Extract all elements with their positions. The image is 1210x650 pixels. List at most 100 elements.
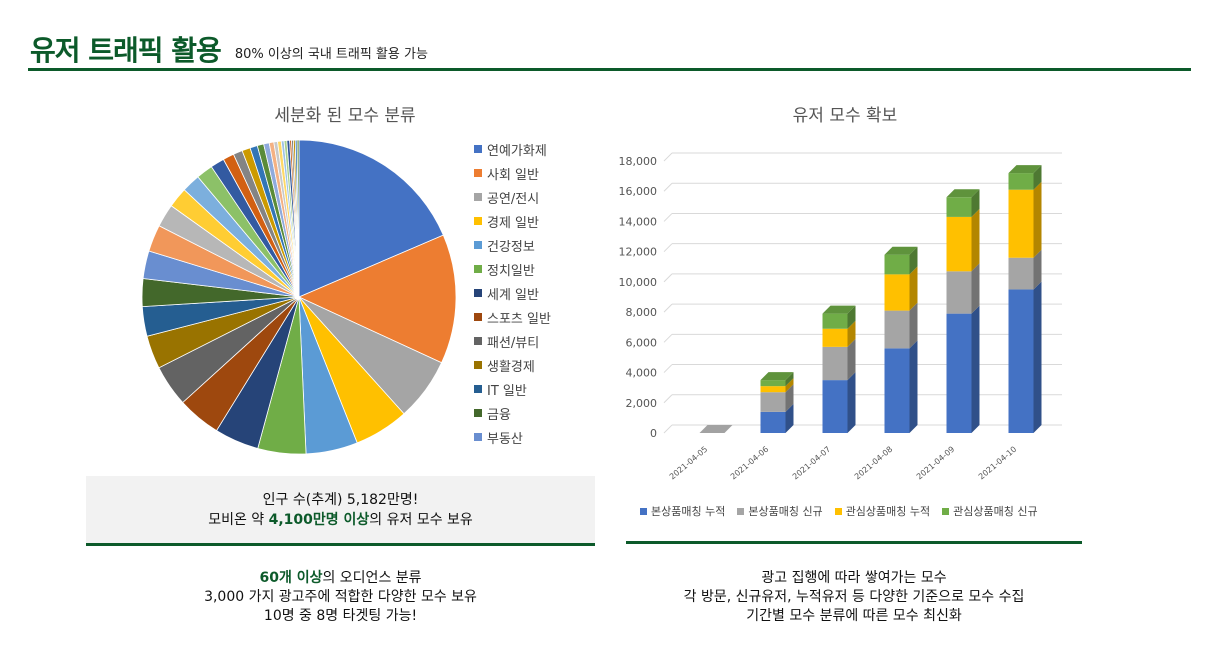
page-header: 유저 트래픽 활용 80% 이상의 국내 트래픽 활용 가능 — [30, 30, 428, 68]
y-tick-label: 0 — [650, 427, 657, 440]
pie-slice-35 — [296, 139, 300, 298]
pie-legend-item: 금융 — [474, 401, 551, 425]
bar-segment — [760, 392, 786, 412]
bar-segment — [946, 216, 972, 272]
targeting-text: 10명 중 8명 타겟팅 가능! — [263, 608, 418, 624]
x-tick-label: 2021-04-06 — [729, 445, 770, 482]
bar-segment-side — [785, 372, 794, 387]
bar-segment — [884, 274, 910, 311]
bar-segment-side — [847, 305, 856, 329]
pie-legend: 연예가화제 사회 일반 공연/전시 경제 일반 건강정보 정치일반 세계 일반 스포츠 일반 패… — [474, 137, 551, 449]
bar-legend-item: 관심상품매칭 누적 — [834, 503, 931, 519]
legend-label: 건강정보 — [487, 239, 535, 255]
legend-swatch — [474, 193, 482, 201]
bar-segment-side — [971, 208, 980, 272]
gridline-left — [663, 243, 673, 253]
bar-segment-side — [847, 338, 856, 381]
bar-segment-side — [785, 403, 794, 433]
bar-segment — [946, 197, 972, 217]
legend-label: 본상품매칭 신규 — [748, 505, 823, 518]
bar-top-face — [822, 305, 856, 314]
bar-segment-side — [847, 320, 856, 347]
collection-criteria-text: 각 방문, 신규유저, 누적유저 등 다양한 기준으로 모수 수집 — [683, 589, 1025, 605]
legend-label: 관심상품매칭 누적 — [845, 505, 931, 518]
bar-segment — [822, 328, 848, 347]
bar-segment-side — [909, 266, 918, 311]
bar-segment-side — [971, 263, 980, 314]
gridline-left — [663, 273, 673, 283]
legend-swatch — [474, 169, 482, 177]
x-tick-label: 2021-04-08 — [853, 445, 894, 482]
bar-segment — [760, 380, 786, 387]
bar-top-face — [884, 246, 918, 255]
gridline-left — [663, 303, 673, 313]
pie-legend-item: 공연/전시 — [474, 185, 551, 209]
pie-legend-item: 사회 일반 — [474, 161, 551, 185]
x-tick-label: 2021-04-10 — [977, 445, 1018, 482]
legend-swatch — [834, 507, 842, 515]
bar-segment — [946, 313, 972, 433]
population-text: 인구 수(추계) 5,182만명! — [262, 492, 419, 508]
bar-segment-side — [847, 372, 856, 433]
bar-segment-side — [1033, 165, 1042, 190]
bar-segment — [760, 386, 786, 393]
bar-segment-side — [971, 189, 980, 217]
legend-swatch — [640, 507, 647, 515]
legend-label: 관심상품매칭 신규 — [953, 505, 1038, 518]
pie-legend-item: 패션/뷰티 — [474, 329, 551, 353]
legend-swatch — [474, 289, 482, 297]
x-tick-label: 2021-04-05 — [668, 445, 709, 482]
accumulation-text: 광고 집행에 따라 쌓여가는 모수 — [761, 570, 947, 586]
bar-legend-item: 관심상품매칭 신규 — [942, 503, 1038, 519]
user-count-highlight: 4,100만명 이상 — [268, 512, 370, 528]
bar-segment — [1008, 289, 1034, 433]
pie-legend-item: 세계 일반 — [474, 281, 551, 305]
user-count-text: 모비온 약 4,100만명 이상의 유저 모수 보유 — [86, 510, 595, 530]
bar-legend-item: 본상품매칭 누적 — [640, 503, 725, 519]
bar-top-face — [760, 372, 794, 381]
legend-swatch — [474, 145, 482, 153]
bar-top-face — [699, 425, 733, 433]
legend-swatch — [474, 361, 482, 369]
legend-label: 패션/뷰티 — [487, 335, 540, 351]
legend-label: 부동산 — [487, 431, 523, 447]
legend-label: IT 일반 — [487, 383, 527, 399]
bar-segment — [884, 254, 910, 275]
header-divider — [28, 68, 1191, 71]
bar-segment — [822, 380, 848, 433]
pie-legend-item: 경제 일반 — [474, 209, 551, 233]
legend-swatch — [474, 337, 482, 345]
pie-chart-title: 세분화 된 모수 분류 — [274, 106, 416, 126]
bar-chart-title: 유저 모수 확보 — [792, 106, 898, 126]
bar-segment-side — [909, 246, 918, 275]
population-info-box: 인구 수(추계) 5,182만명! 모비온 약 4,100만명 이상의 유저 모… — [86, 476, 595, 543]
bar-segment — [1008, 173, 1034, 190]
legend-label: 정치일반 — [487, 263, 535, 279]
y-tick-label: 6,000 — [626, 336, 658, 349]
gridline-left — [663, 424, 673, 434]
bar-segment-side — [909, 302, 918, 349]
legend-label: 연예가화제 — [487, 143, 547, 159]
page-subtitle: 80% 이상의 국내 트래픽 활용 가능 — [234, 47, 428, 62]
y-tick-label: 18,000 — [619, 155, 658, 168]
legend-swatch — [737, 507, 745, 515]
y-tick-label: 16,000 — [619, 185, 658, 198]
bar-segment-side — [785, 384, 794, 412]
pie-legend-item: 연예가화제 — [474, 137, 551, 161]
bar-segment — [822, 313, 848, 329]
gridline-left — [663, 333, 673, 343]
x-tick-label: 2021-04-07 — [791, 445, 832, 482]
refresh-text: 기간별 모수 분류에 따른 모수 최신화 — [746, 608, 962, 624]
bar-segment-side — [1033, 281, 1042, 433]
legend-swatch — [474, 385, 482, 393]
pie-legend-item: IT 일반 — [474, 377, 551, 401]
pie-legend-item: 정치일반 — [474, 257, 551, 281]
page-title: 유저 트래픽 활용 — [30, 34, 222, 67]
y-tick-label: 10,000 — [619, 276, 658, 289]
gridline-left — [663, 182, 673, 192]
bar-segment-side — [971, 305, 980, 433]
bar-segment — [760, 411, 786, 433]
bar-segment — [884, 348, 910, 433]
bar-segment — [884, 310, 910, 349]
